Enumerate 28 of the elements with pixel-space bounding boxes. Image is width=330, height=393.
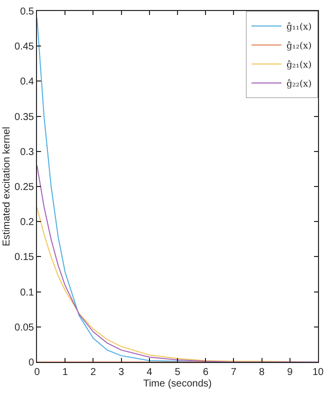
x-tick-label: 1 (62, 367, 68, 378)
x-tick-label: 5 (174, 367, 181, 378)
x-tick-label: 10 (312, 367, 324, 378)
x-tick-label: 4 (146, 367, 153, 378)
y-tick-label: 0.35 (14, 112, 34, 123)
legend-label: ĝ₁₁(x) (286, 22, 312, 33)
y-tick-label: 0.3 (20, 146, 34, 158)
x-tick-label: 6 (202, 367, 209, 378)
legend-label: ĝ₁₂(x) (286, 40, 312, 52)
line-series (37, 164, 318, 362)
y-tick-label: 0.45 (14, 42, 34, 53)
y-tick-label: 0.2 (20, 217, 34, 228)
legend-label: ĝ₂₂(x) (286, 78, 312, 90)
y-tick-label: 0.25 (14, 182, 34, 193)
y-tick-label: 0.05 (14, 322, 34, 334)
y-axis-title: Estimated excitation kernel (2, 126, 13, 246)
y-tick-label: 0.15 (14, 252, 34, 264)
y-tick-label: 0.1 (20, 287, 34, 298)
x-tick-label: 9 (287, 367, 294, 378)
legend-label: ĝ₂₁(x) (286, 60, 312, 71)
y-tick-label: 0.5 (20, 6, 34, 18)
y-tick-label: 0 (28, 358, 34, 368)
x-axis-title: Time (seconds) (143, 378, 212, 390)
x-tick-label: 2 (90, 367, 96, 378)
x-tick-label: 7 (230, 367, 237, 378)
y-tick-label: 0.4 (20, 76, 34, 88)
x-tick-label: 3 (118, 367, 125, 378)
x-tick-label: 8 (259, 367, 266, 378)
